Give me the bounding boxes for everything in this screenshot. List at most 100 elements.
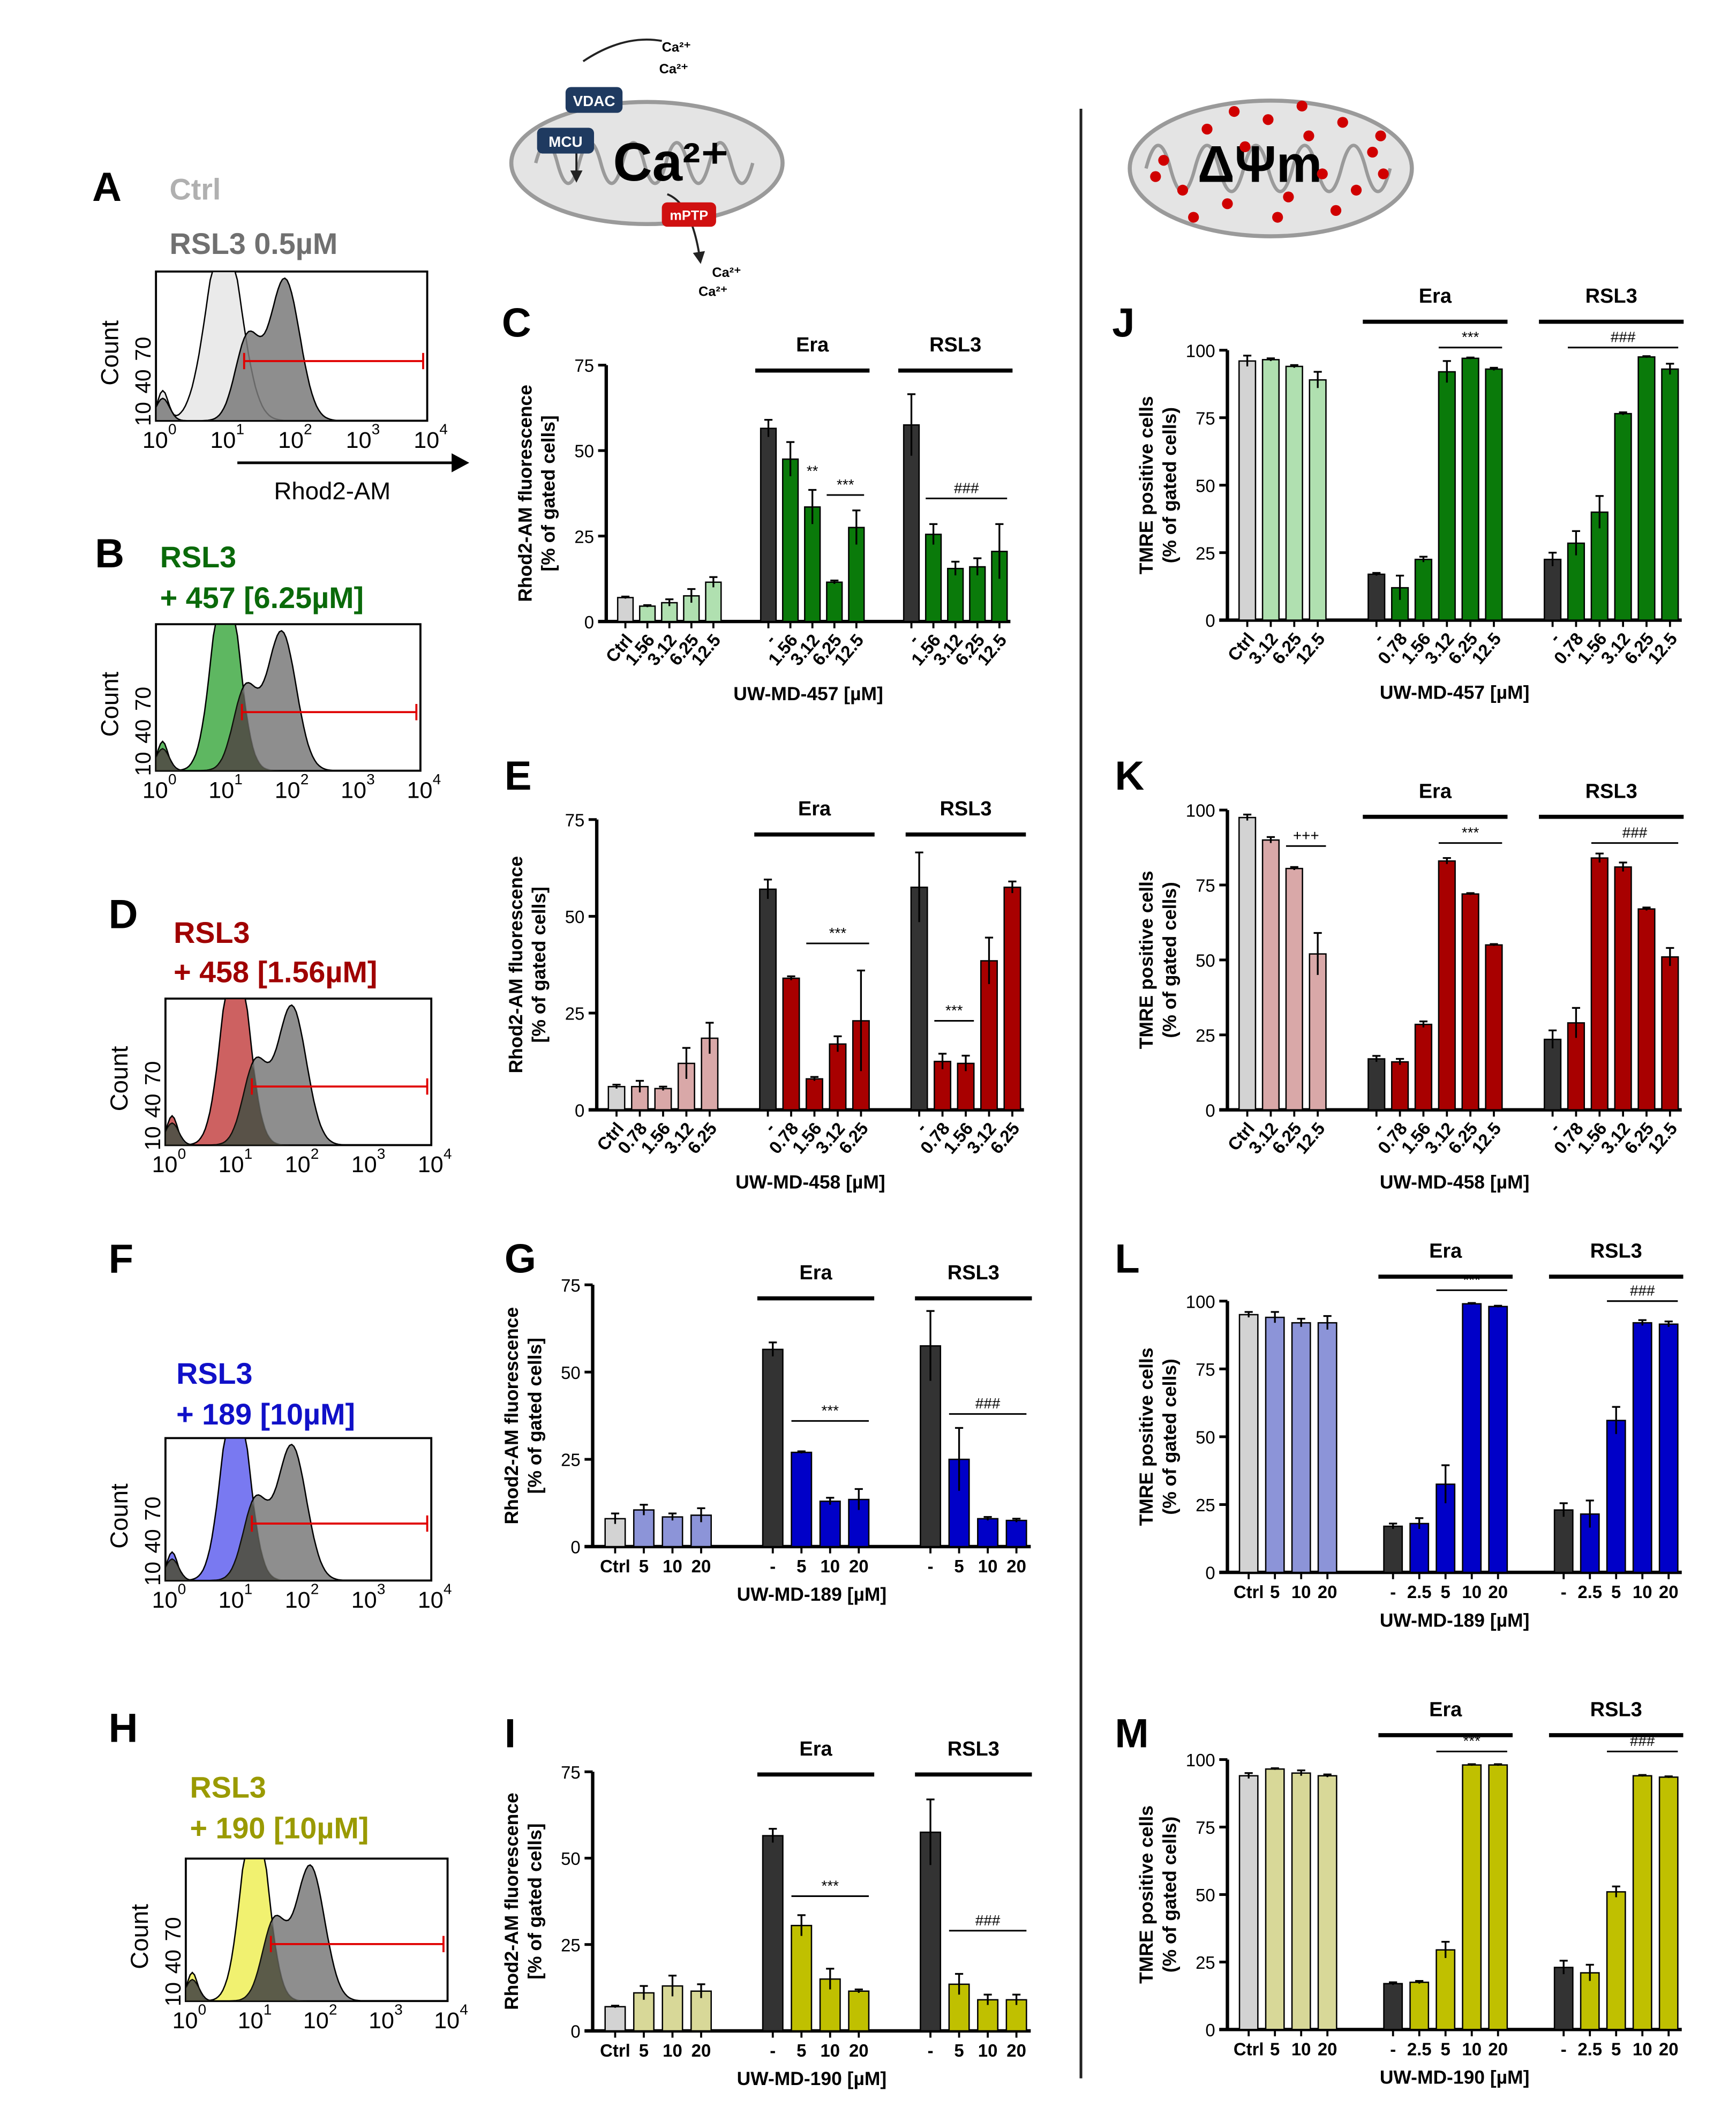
- bar: [806, 1078, 823, 1111]
- y-tick-label: 100: [1186, 341, 1215, 361]
- x-tick-exponent: 0: [178, 1581, 186, 1598]
- group-label: RSL3: [948, 1738, 999, 1760]
- x-tick-label: 20: [1488, 1582, 1508, 1602]
- red-dot-icon: [1239, 141, 1251, 153]
- bar: [1580, 1972, 1600, 2030]
- y-tick-label: 50: [1196, 951, 1215, 971]
- bar: [1309, 379, 1327, 621]
- x-tick-label: 5: [1611, 2039, 1621, 2059]
- y-axis-label: Count: [106, 1046, 133, 1111]
- panel-letter: A: [92, 164, 122, 210]
- calcium-label: Ca²⁺: [662, 40, 691, 55]
- mcu-label: MCU: [548, 133, 582, 150]
- red-dot-icon: [1350, 184, 1362, 196]
- condition-label: RSL3 0.5µM: [170, 227, 338, 260]
- bar: [604, 2006, 626, 2032]
- bar: [1614, 413, 1632, 621]
- membrane-potential-label: ΔΨm: [1198, 136, 1322, 193]
- x-tick-exponent: 1: [244, 1581, 253, 1598]
- x-tick-exponent: 2: [311, 1145, 319, 1162]
- significance-marker: ***: [822, 1877, 839, 1894]
- y-tick-label: 75: [565, 810, 585, 830]
- bar: [1261, 359, 1280, 621]
- y-tick-label: 10: [131, 402, 155, 426]
- group-label: RSL3: [1585, 780, 1637, 803]
- bar: [654, 1088, 672, 1111]
- panel-letter: E: [505, 753, 532, 799]
- panel-letter: J: [1112, 300, 1134, 346]
- y-axis-label: Rhod2-AM fluorescence: [501, 1307, 522, 1525]
- bar: [1543, 558, 1562, 621]
- x-tick-label: 20: [692, 2041, 711, 2060]
- bar-chart-K: K 0 25 50 75 100 TMRE positive cells (% of gate…: [1115, 753, 1684, 1193]
- bar: [1238, 360, 1257, 621]
- x-tick-exponent: 4: [433, 771, 441, 788]
- bar: [1488, 1764, 1508, 2030]
- red-dot-icon: [1283, 191, 1294, 203]
- x-tick-label: 2.5: [1407, 1582, 1432, 1602]
- y-tick-label: 50: [574, 441, 594, 461]
- x-tick-label: -: [1561, 1582, 1567, 1602]
- y-axis-label: [% of gated cells]: [524, 1823, 545, 1979]
- significance-marker: ###: [1622, 824, 1648, 841]
- bar: [1461, 357, 1479, 621]
- panel-letter: K: [1115, 753, 1144, 799]
- red-dot-icon: [1158, 155, 1169, 166]
- condition-label: RSL3: [190, 1771, 266, 1804]
- bar: [1367, 573, 1386, 621]
- x-axis-label: UW-MD-189 [µM]: [737, 1584, 887, 1605]
- y-axis-label: (% of gated cells): [1159, 1817, 1180, 1973]
- bar: [1005, 1519, 1027, 1548]
- group-label: Era: [1419, 780, 1452, 803]
- y-tick-label: 0: [575, 1100, 584, 1120]
- arrow-head-icon: [452, 453, 470, 473]
- bar: [1409, 1523, 1430, 1573]
- x-tick-label: 10: [341, 777, 366, 803]
- x-tick-label: 10: [351, 1152, 377, 1178]
- x-tick-exponent: 1: [244, 1145, 253, 1162]
- calcium-big-label: Ca²⁺: [613, 132, 729, 192]
- significance-marker: +++: [1293, 827, 1319, 844]
- group-label: Era: [1429, 1240, 1462, 1263]
- x-tick-label: 10: [978, 1556, 998, 1576]
- x-tick-label: -: [770, 1556, 776, 1576]
- bar: [947, 567, 964, 623]
- x-tick-label: 20: [1659, 1582, 1679, 1602]
- x-tick-exponent: 3: [372, 421, 380, 438]
- group-label: Era: [1419, 285, 1452, 308]
- y-tick-label: 25: [1196, 1025, 1215, 1045]
- bar: [1632, 1322, 1652, 1573]
- bar: [1462, 1303, 1482, 1573]
- bar: [1606, 1420, 1626, 1573]
- significance-marker: ***: [1463, 1733, 1481, 1749]
- bar: [662, 1516, 683, 1548]
- y-axis-label: TMRE positive cells: [1136, 1347, 1157, 1526]
- calcium-label: Ca²⁺: [712, 265, 741, 280]
- x-tick-label: 10: [978, 2041, 998, 2060]
- y-tick-label: 75: [1196, 1818, 1215, 1838]
- panel-letter: L: [1115, 1236, 1139, 1281]
- calcium-label: Ca²⁺: [659, 62, 688, 77]
- y-tick-label: 100: [1186, 1750, 1215, 1770]
- x-tick-label: 10: [1633, 2039, 1652, 2059]
- x-tick-label: 10: [142, 777, 168, 803]
- x-tick-exponent: 2: [311, 1581, 319, 1598]
- x-tick-exponent: 2: [304, 421, 312, 438]
- bar: [1383, 1983, 1403, 2030]
- y-tick-label: 70: [140, 1497, 165, 1521]
- y-axis-label: [% of gated cells]: [528, 887, 550, 1043]
- condition-label: + 458 [1.56µM]: [174, 956, 377, 989]
- y-tick-label: 40: [140, 1529, 165, 1553]
- y-tick-label: 25: [565, 1004, 585, 1024]
- x-tick-label: 20: [849, 2041, 869, 2060]
- y-tick-label: 0: [1205, 1563, 1215, 1583]
- x-axis-label: UW-MD-458 [µM]: [1380, 1172, 1530, 1193]
- significance-marker: **: [807, 462, 818, 479]
- x-tick-exponent: 1: [236, 421, 245, 438]
- x-tick-label: 20: [692, 1556, 711, 1576]
- bar: [1238, 1314, 1259, 1573]
- x-tick-label: 10: [303, 2008, 329, 2034]
- bar: [1261, 839, 1280, 1111]
- x-tick-label: 10: [663, 1556, 682, 1576]
